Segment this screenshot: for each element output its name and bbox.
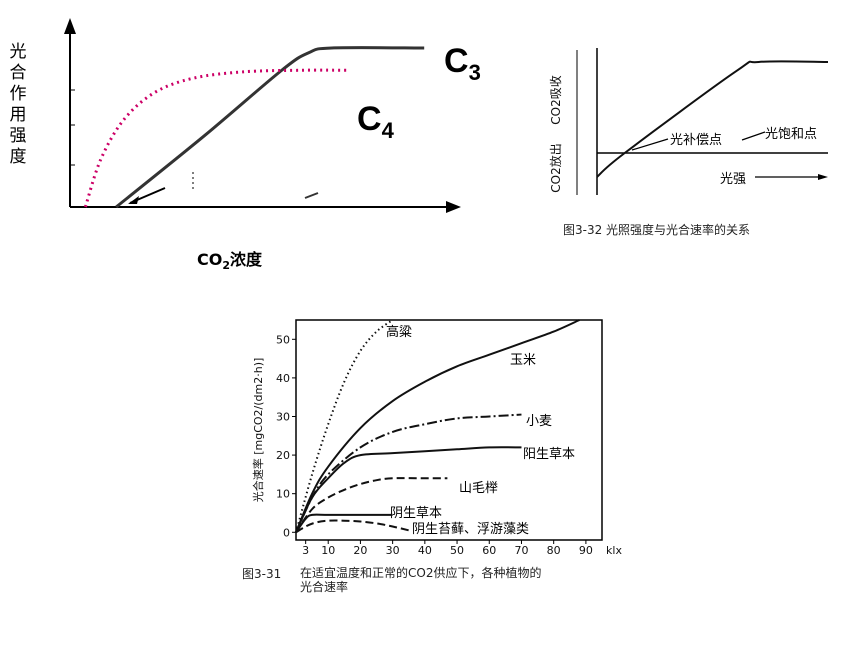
chart3-y-tick-label: 0 (283, 526, 290, 539)
chart3-x-tick-label: 70 (514, 544, 528, 557)
chart1-ylabel: 光合作用强度 (9, 42, 27, 167)
chart1-xlabel: CO2浓度 (197, 250, 263, 273)
c4-label: C4 (357, 100, 394, 143)
chart3-y-tick-label: 10 (276, 488, 290, 501)
chart3-ylabel: 光合速率 [mgCO2/(dm2·h)] (251, 358, 265, 503)
chart3-x-tick-label: 90 (579, 544, 593, 557)
chart3-frame (295, 319, 603, 541)
chart2-light-arrow-head (818, 174, 828, 180)
series-label-maize: 玉米 (510, 353, 537, 368)
chart2-ylabel-release: CO2放出 (548, 143, 563, 192)
chart1-x-arrow (446, 201, 461, 213)
chart3-caption-line1: 在适宜温度和正常的CO2供应下，各种植物的 (300, 566, 542, 580)
chart3-x-tick-label: 60 (482, 544, 496, 557)
chart2-xlabel: 光强 (720, 172, 747, 187)
chart2-rate-curve (596, 60, 829, 178)
series-label-sorghum: 高粱 (386, 325, 413, 340)
light-saturation-label: 光饱和点 (765, 127, 818, 142)
chart3-xlabel: klx (606, 544, 622, 557)
chart3-x-tick-label: 10 (321, 544, 335, 557)
chart2-ylabel-absorb: CO2吸收 (549, 75, 563, 124)
chart2-caption: 图3-32 光照强度与光合速率的关系 (563, 223, 751, 237)
chart1-tick-mark (304, 192, 319, 199)
chart3-series-0 (295, 319, 394, 533)
chart3-x-tick-label: 40 (418, 544, 432, 557)
chart2-saturation-arrow (741, 131, 766, 141)
chart3-series-4 (295, 477, 448, 533)
c3-label: C3 (444, 42, 481, 85)
chart3-caption-number: 图3-31 (242, 567, 282, 581)
chart3-series-5 (295, 513, 393, 533)
chart3-y-tick-label: 40 (276, 372, 290, 385)
chart1-y-arrow (64, 18, 76, 34)
chart3-series-3 (295, 446, 522, 533)
series-label-sun-herb: 阳生草本 (523, 447, 576, 462)
chart3-series-1 (295, 319, 580, 533)
series-label-wheat: 小麦 (526, 414, 553, 429)
chart3-caption-line2: 光合速率 (300, 580, 349, 594)
chart1-series-c4 (83, 68, 348, 208)
chart1-series-c3 (115, 46, 425, 209)
series-label-moss-algae: 阴生苔藓、浮游藻类 (412, 522, 530, 537)
chart3-x-tick-label: 30 (386, 544, 400, 557)
chart1-pointer-arrow-head (128, 196, 139, 204)
chart3-x-tick-label: 50 (450, 544, 464, 557)
chart3-x-tick-label: 3 (302, 544, 309, 557)
series-label-beech: 山毛榉 (459, 481, 499, 496)
chart3-x-tick-label: 80 (547, 544, 561, 557)
chart3-series-6 (295, 519, 409, 534)
chart3-y-tick-label: 20 (276, 449, 290, 462)
chart3-y-tick-label: 50 (276, 333, 290, 346)
series-label-shade-herb: 阴生草本 (390, 506, 443, 521)
light-compensation-label: 光补偿点 (670, 133, 723, 148)
chart3-y-tick-label: 30 (276, 410, 290, 423)
chart3-series-2 (295, 413, 522, 533)
chart3-x-tick-label: 20 (353, 544, 367, 557)
chart2-compensation-arrow (631, 138, 669, 151)
